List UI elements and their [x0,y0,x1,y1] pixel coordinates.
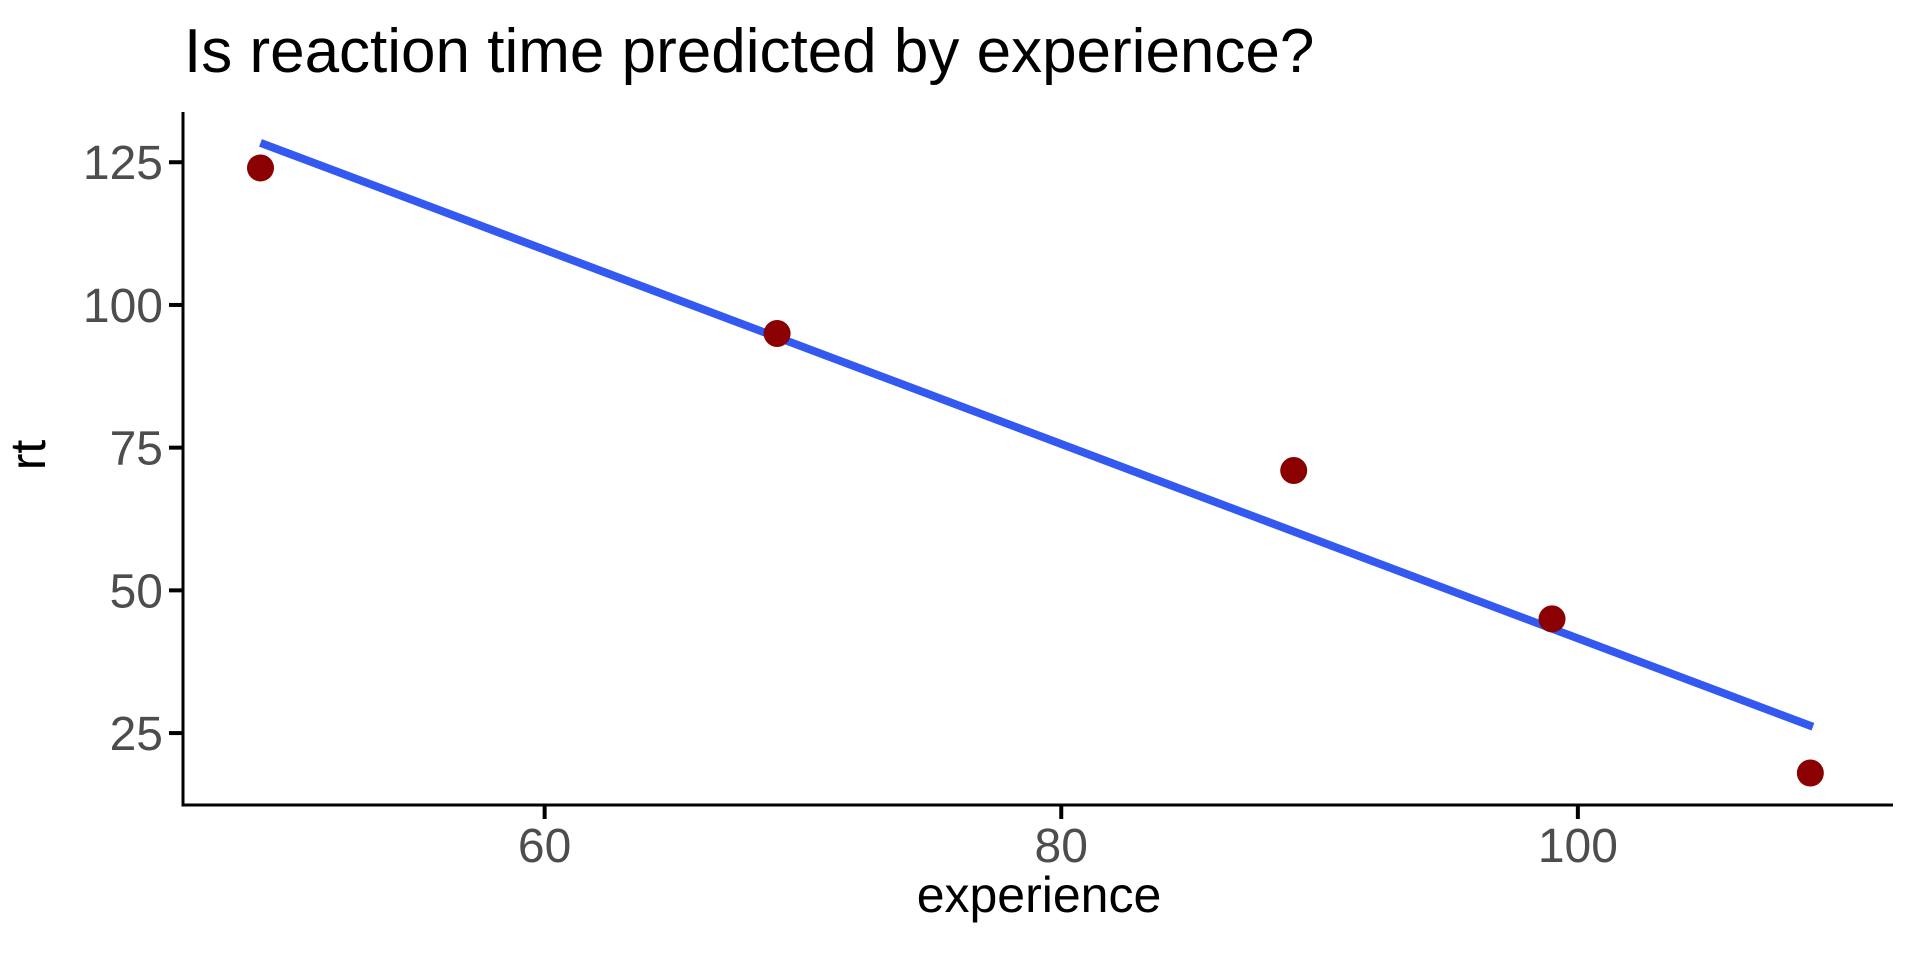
y-tick-label: 75 [110,423,163,476]
y-axis-ticks: 25 50 75 100 125 [83,137,183,761]
y-tick-label: 125 [83,137,163,190]
chart-title: Is reaction time predicted by experience… [184,17,1314,86]
x-tick-label: 80 [1035,820,1088,873]
x-tick-label: 100 [1538,820,1618,873]
data-points [246,154,1824,787]
y-tick-label: 50 [110,565,163,618]
y-axis-label: rt [0,440,56,471]
y-tick-label: 100 [83,280,163,333]
data-point [1538,605,1566,633]
x-axis-label: experience [917,867,1162,923]
data-point [246,154,274,182]
data-point [1280,456,1308,484]
data-point [1796,759,1824,787]
data-point [763,319,791,347]
x-tick-label: 60 [518,820,571,873]
x-axis-ticks: 60 80 100 [518,805,1618,873]
y-tick-label: 25 [110,708,163,761]
